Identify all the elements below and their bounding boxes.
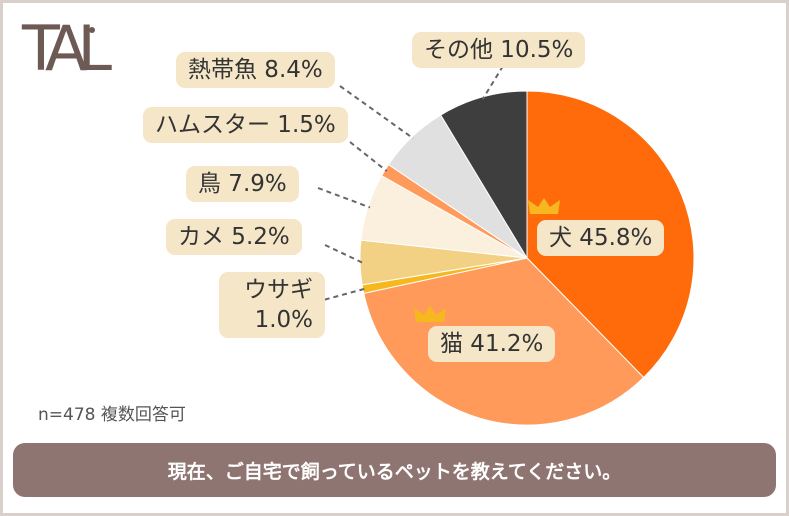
label-hamster: ハムスター 1.5% [143, 107, 348, 143]
label-dog: 犬 45.8% [537, 220, 665, 256]
leader-line-3 [324, 244, 363, 264]
label-rabbit-name: ウサギ [244, 277, 313, 303]
label-bird: 鳥 7.9% [186, 166, 299, 202]
logo-text: TAL [22, 12, 112, 85]
label-tropical-fish: 熱帯魚 8.4% [176, 52, 335, 88]
label-turtle: カメ 5.2% [166, 219, 302, 255]
leader-line-6 [339, 85, 414, 140]
label-cat: 猫 41.2% [428, 326, 556, 362]
leader-line-4 [317, 187, 371, 209]
question-text: 現在、ご自宅で飼っているペットを教えてください。 [167, 460, 622, 483]
logo: TAL [22, 18, 142, 88]
logo-dot-icon [89, 27, 95, 33]
label-other: その他 10.5% [412, 32, 586, 68]
leader-line-7 [481, 65, 504, 100]
leader-line-5 [349, 141, 388, 172]
crown-icon-dog [528, 198, 560, 214]
crown-icon-cat [414, 306, 446, 322]
pie-slice-7 [440, 90, 528, 260]
label-rabbit: ウサギ 1.0% [219, 272, 325, 338]
sample-note: n=478 複数回答可 [38, 405, 186, 425]
label-rabbit-value: 1.0% [254, 307, 313, 333]
question-banner: 現在、ご自宅で飼っているペットを教えてください。 [13, 443, 776, 497]
